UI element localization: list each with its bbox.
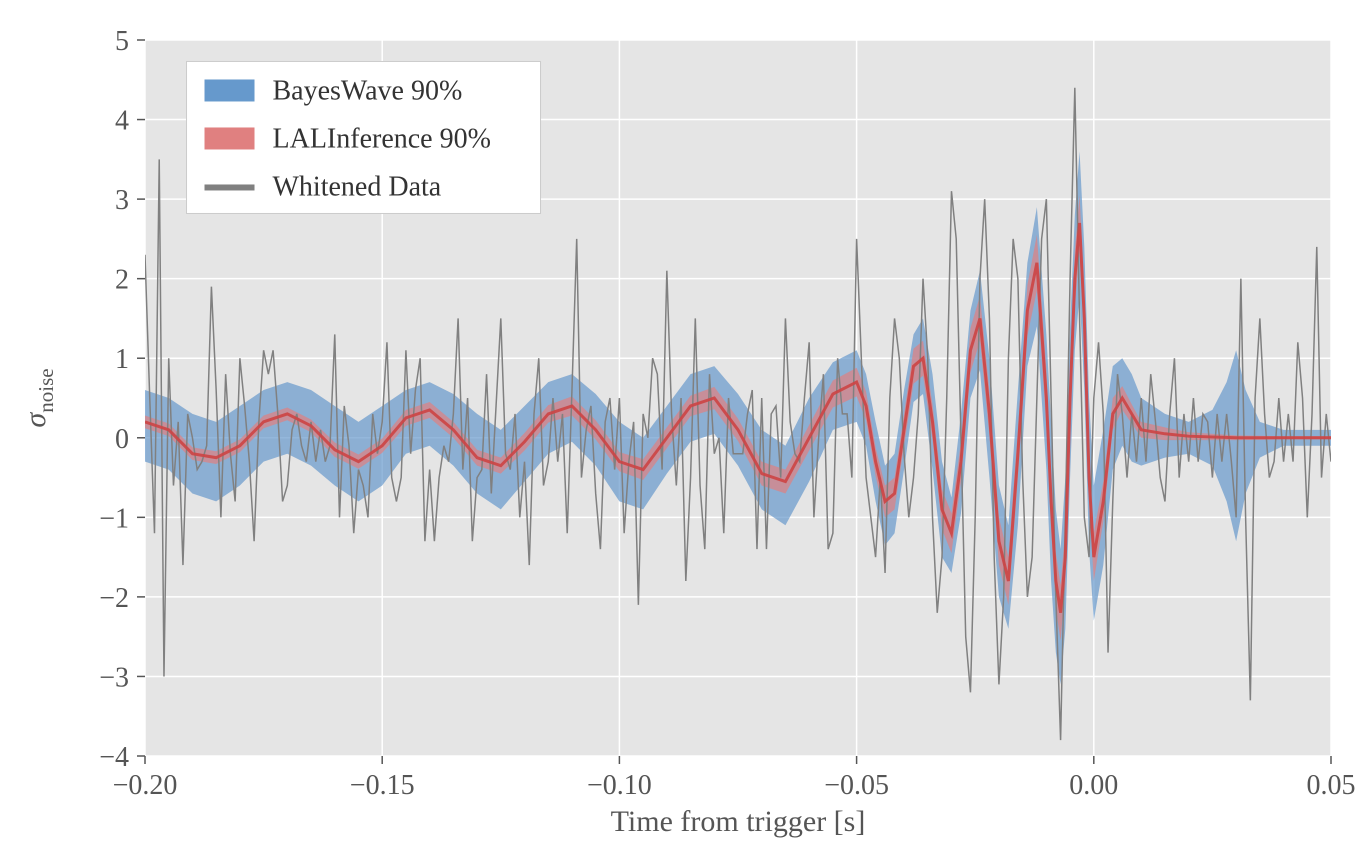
x-tick-label: 0.05 <box>1307 770 1356 801</box>
y-tick-label: 0 <box>115 424 129 455</box>
legend-swatch <box>205 127 255 149</box>
y-tick-label: −3 <box>99 662 129 693</box>
x-tick-label: −0.05 <box>824 770 889 801</box>
y-axis-label: σnoise <box>19 368 58 427</box>
legend-line-swatch <box>205 184 255 190</box>
y-tick-label: 5 <box>115 26 129 57</box>
waveform-chart: −0.20 −0.15 −0.10 −0.05 0.00 0.05 −4 −3 −2 −1 0 1 2 3… <box>0 0 1361 841</box>
legend-swatch <box>205 79 255 101</box>
x-tick-label: −0.15 <box>350 770 415 801</box>
y-tick-label: −4 <box>99 742 129 773</box>
legend-label: Whitened Data <box>273 171 442 202</box>
legend-label: LALInference 90% <box>273 123 491 154</box>
x-axis-label: Time from trigger [s] <box>611 805 866 838</box>
chart-svg: −0.20 −0.15 −0.10 −0.05 0.00 0.05 −4 −3 −2 −1 0 1 2 3… <box>0 0 1361 841</box>
x-tick-label: −0.20 <box>113 770 178 801</box>
y-tick-label: 4 <box>115 106 129 137</box>
y-tick-label: −1 <box>99 503 129 534</box>
y-tick-label: 1 <box>115 344 129 375</box>
legend-label: BayesWave 90% <box>273 75 463 106</box>
y-tick-label: 3 <box>115 185 129 216</box>
x-tick-label: 0.00 <box>1069 770 1118 801</box>
y-tick-label: 2 <box>115 265 129 296</box>
y-tick-label: −2 <box>99 583 129 614</box>
x-tick-label: −0.10 <box>587 770 652 801</box>
